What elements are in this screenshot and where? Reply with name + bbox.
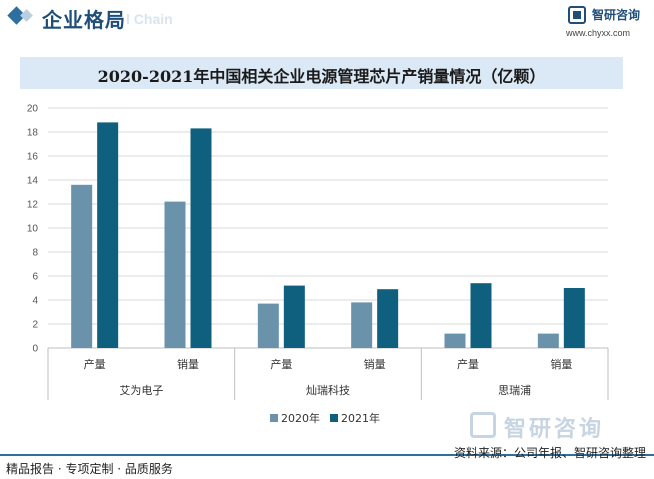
brand-logo-icon [568, 6, 586, 24]
category-label: 产量 [84, 357, 106, 371]
bar-2021 [190, 128, 212, 348]
legend-label-2020: 2020年 [281, 412, 320, 425]
y-tick-label: 18 [27, 128, 39, 139]
bar-2021 [283, 285, 305, 348]
category-label: 销量 [177, 357, 199, 371]
legend-swatch-2021 [330, 414, 338, 422]
group-label: 思瑞浦 [498, 383, 531, 397]
category-label: 产量 [270, 357, 292, 371]
footer-slogan: 精品报告 · 专项定制 · 品质服务 [6, 462, 173, 476]
category-label: 销量 [550, 357, 572, 371]
y-tick-label: 10 [27, 224, 39, 235]
y-tick-label: 14 [27, 176, 39, 187]
y-tick-label: 16 [27, 152, 39, 163]
bar-2021 [97, 122, 119, 349]
chart-title-bar: 2020-2021年中国相关企业电源管理芯片产销量情况（亿颗） [20, 57, 623, 89]
watermark-brand: 智研咨询 [504, 417, 605, 442]
bar-2021 [377, 289, 399, 348]
category-label: 产量 [457, 357, 479, 371]
y-tick-label: 0 [32, 344, 38, 355]
bar-2020 [164, 201, 186, 348]
brand-name: 智研咨询 [592, 8, 641, 22]
y-tick-label: 8 [32, 248, 38, 259]
bar-2021 [470, 283, 492, 348]
y-tick-label: 12 [27, 200, 39, 211]
bar-2020 [257, 303, 279, 348]
y-tick-label: 20 [27, 104, 39, 115]
bar-2020 [71, 184, 93, 348]
y-tick-label: 4 [32, 296, 38, 307]
y-tick-label: 6 [32, 272, 38, 283]
source-note: 资料来源：公司年报、智研咨询整理 [453, 446, 646, 460]
legend-item-2020: 2020年 [270, 410, 320, 426]
footer: 精品报告 · 专项定制 · 品质服务 资料来源：公司年报、智研咨询整理 [0, 446, 654, 479]
bar-2020 [444, 333, 466, 348]
legend-swatch-2020 [270, 414, 278, 422]
legend-label-2021: 2021年 [341, 412, 380, 425]
group-label: 艾为电子 [119, 384, 163, 397]
chart-title: 2020-2021年中国相关企业电源管理芯片产销量情况（亿颗） [97, 67, 546, 86]
brand-url: www.chyxx.com [566, 28, 631, 38]
group-label: 灿瑞科技 [306, 383, 350, 397]
ghost-watermark-text: l Chain [126, 11, 173, 27]
legend-item-2021: 2021年 [330, 410, 380, 426]
header: 企业格局 l Chain 智研咨询 www.chyxx.com [0, 0, 654, 40]
y-tick-label: 2 [32, 320, 38, 331]
bar-2021 [563, 288, 585, 348]
watermark-logo-icon [470, 412, 496, 438]
category-label: 销量 [364, 357, 386, 371]
bar-2020 [351, 302, 373, 348]
section-title: 企业格局 [42, 8, 126, 32]
legend: 2020年 2021年 [270, 410, 380, 426]
bar-2020 [537, 333, 559, 348]
